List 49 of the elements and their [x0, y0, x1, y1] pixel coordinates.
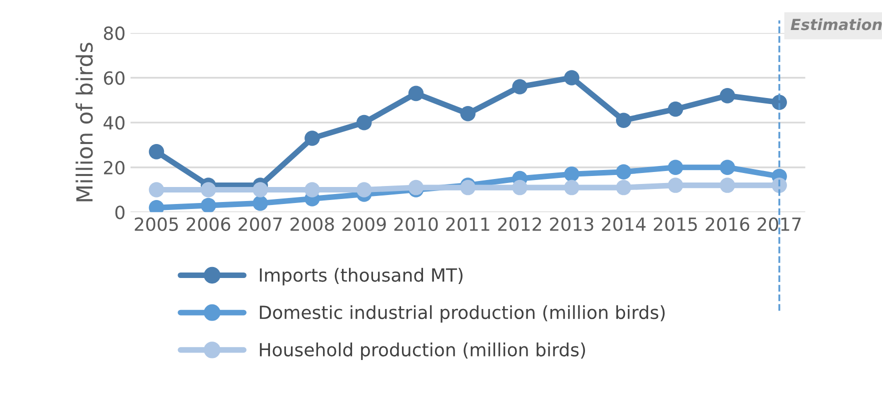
point — [720, 160, 736, 176]
x-tick-label: 2006 — [186, 217, 230, 232]
x-tick-label: 2013 — [550, 217, 594, 232]
point — [668, 101, 684, 117]
x-tick-label: 2011 — [446, 217, 490, 232]
point — [460, 106, 476, 122]
x-tick-label: 2017 — [758, 217, 801, 232]
point — [200, 198, 216, 212]
point — [668, 160, 684, 176]
y-tick-label: 60 — [104, 71, 124, 85]
x-tick-label: 2007 — [238, 217, 282, 232]
x-tick-label: 2012 — [498, 217, 541, 232]
x-tick-label: 2009 — [342, 217, 386, 232]
ref-line-label: Estimation — [790, 18, 882, 30]
point — [148, 144, 164, 160]
legend-label: Domestic industrial production (million birds) — [260, 305, 665, 323]
point — [148, 182, 164, 198]
legend-label: Household production (million birds) — [260, 342, 586, 360]
x-tick-label: 2015 — [654, 217, 697, 232]
y-tick-label: 80 — [104, 26, 124, 40]
point — [668, 178, 684, 193]
point — [616, 112, 632, 128]
point — [356, 182, 372, 198]
point — [616, 180, 632, 196]
point — [304, 182, 320, 198]
y-tick-label: 0 — [115, 206, 124, 220]
point — [720, 88, 736, 104]
legend-label: Imports (thousand MT) — [260, 268, 463, 286]
point — [512, 180, 528, 196]
x-tick-label: 2010 — [394, 217, 438, 232]
point — [564, 70, 580, 86]
point — [408, 86, 424, 102]
x-tick-label: 2014 — [602, 217, 646, 232]
y-axis-title: Million of birds — [76, 42, 93, 202]
point — [356, 114, 372, 130]
point — [252, 182, 268, 198]
point — [564, 180, 580, 196]
x-tick-label: 2016 — [706, 217, 750, 232]
point — [252, 196, 268, 211]
x-tick-label: 2008 — [290, 217, 334, 232]
y-tick-label: 20 — [104, 160, 124, 174]
y-tick-label: 40 — [104, 116, 124, 130]
point — [564, 166, 580, 182]
point — [200, 182, 216, 198]
point — [512, 79, 528, 94]
point — [304, 130, 320, 146]
point — [616, 164, 632, 180]
point — [720, 178, 736, 193]
x-tick-label: 2005 — [134, 217, 178, 232]
